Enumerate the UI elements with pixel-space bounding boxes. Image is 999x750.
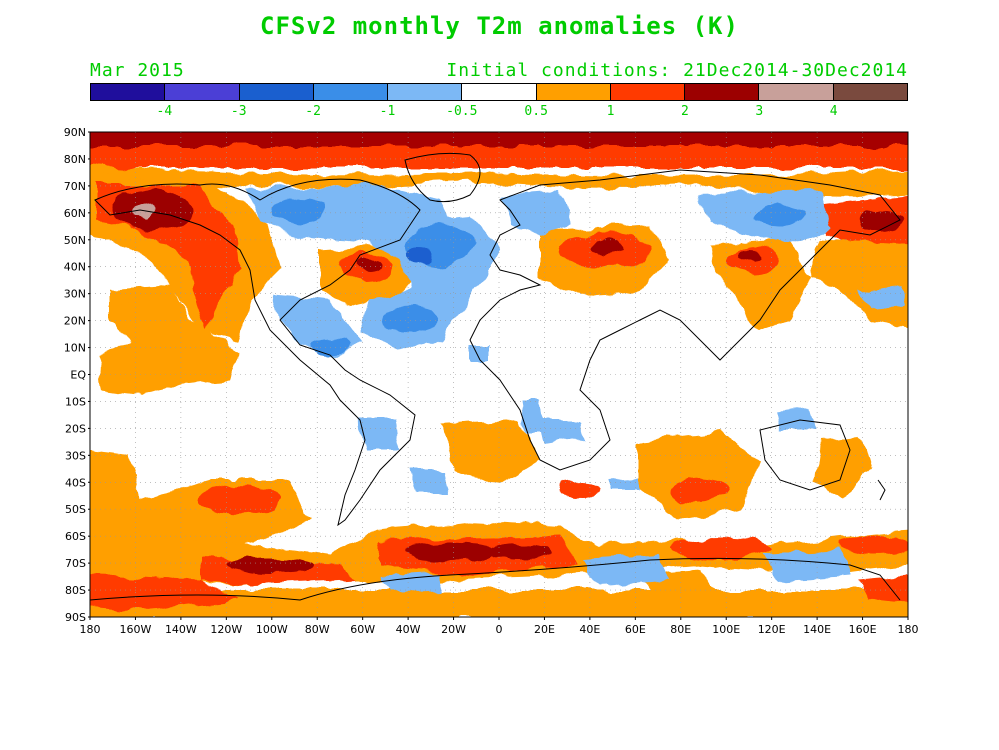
longitude-label: 40E	[579, 623, 600, 636]
colorbar-swatch	[610, 84, 686, 100]
longitude-label: 80W	[305, 623, 330, 636]
colorbar-swatch	[685, 84, 760, 100]
cold-anomaly-regions	[245, 185, 905, 592]
latitude-label: 40N	[64, 261, 86, 274]
longitude-label: 100W	[256, 623, 288, 636]
colorbar-swatch	[239, 84, 314, 100]
latitude-label: EQ	[70, 369, 86, 382]
colorbar-swatch	[462, 84, 537, 100]
colorbar-tick-label: 3	[755, 104, 764, 119]
colorbar-tick-label: 2	[680, 104, 689, 119]
latitude-label: 60N	[64, 207, 86, 220]
latitude-label: 80S	[65, 584, 86, 597]
longitude-label: 180	[898, 623, 919, 636]
colorbar	[90, 83, 908, 101]
latitude-label: 40S	[65, 476, 86, 489]
anomaly-field	[90, 132, 908, 617]
longitude-labels: 180 160W 140W 120W 100W 80W 60W 40W 20W 0 20E 40E 60…	[80, 617, 919, 636]
latitude-label: 20N	[64, 315, 86, 328]
longitude-label: 20W	[441, 623, 466, 636]
coastlines	[90, 152, 901, 601]
longitude-label: 140W	[165, 623, 197, 636]
initial-conditions: Initial conditions: 21Dec2014-30Dec2014	[446, 60, 908, 81]
colorbar-swatch	[536, 84, 611, 100]
longitude-label: 80E	[670, 623, 691, 636]
colorbar-tick-label: 0.5	[524, 104, 548, 119]
colorbar-tick-label: 4	[829, 104, 838, 119]
latitude-label: 30N	[64, 288, 86, 301]
latitude-label: 10N	[64, 342, 86, 355]
latitude-label: 30S	[65, 449, 86, 462]
colorbar-tick-label: -4	[156, 104, 173, 119]
colorbar-swatch	[313, 84, 389, 100]
latitude-label: 70S	[65, 557, 86, 570]
longitude-label: 140E	[803, 623, 831, 636]
latitude-label: 10S	[65, 395, 86, 408]
colorbar-swatch	[833, 84, 907, 100]
map-title: CFSv2 monthly T2m anomalies (K)	[260, 12, 739, 40]
latitude-label: 70N	[64, 180, 86, 193]
latitude-label: 90N	[64, 126, 86, 139]
latitude-label: 80N	[64, 153, 86, 166]
colorbar-swatch	[759, 84, 834, 100]
longitude-label: 160E	[849, 623, 877, 636]
colorbar-tick-label: -0.5	[446, 104, 478, 119]
longitude-label: 60W	[350, 623, 375, 636]
longitude-label: 0	[496, 623, 503, 636]
colorbar-tick-label: -2	[305, 104, 321, 119]
latitude-label: 60S	[65, 530, 86, 543]
longitude-label: 180	[80, 623, 101, 636]
longitude-label: 120E	[758, 623, 786, 636]
colorbar-swatch	[91, 84, 166, 100]
colorbar-tick-label: 1	[606, 104, 615, 119]
latitude-labels: 90N 80N 70N 60N 50N 40N 30N 20N 10N EQ 10S 20S 30S 40…	[64, 126, 90, 624]
longitude-label: 100E	[712, 623, 740, 636]
longitude-label: 40W	[396, 623, 421, 636]
forecast-month: Mar 2015	[90, 60, 185, 81]
longitude-label: 160W	[120, 623, 152, 636]
colorbar-swatch	[388, 84, 463, 100]
latitude-label: 50S	[65, 503, 86, 516]
latitude-label: 20S	[65, 422, 86, 435]
longitude-label: 60E	[625, 623, 646, 636]
colorbar-tick-label: -1	[379, 104, 396, 119]
longitude-label: 120W	[210, 623, 242, 636]
longitude-label: 20E	[534, 623, 555, 636]
colorbar-swatch	[165, 84, 240, 100]
latitude-label: 90S	[65, 611, 86, 624]
latitude-label: 50N	[64, 234, 86, 247]
colorbar-tick-label: -3	[230, 104, 247, 119]
graticule	[90, 132, 908, 617]
